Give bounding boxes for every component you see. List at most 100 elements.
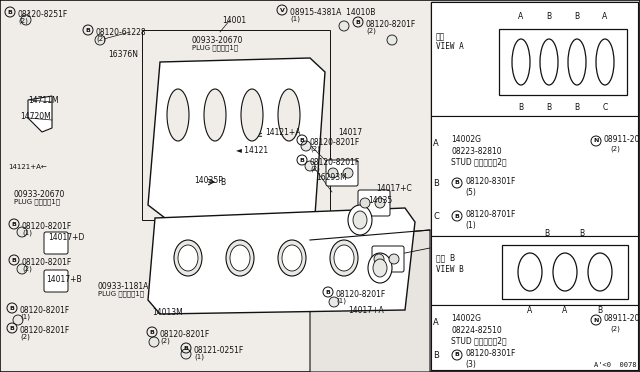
Circle shape [17, 264, 27, 274]
Text: 16293M: 16293M [316, 173, 347, 182]
Text: 14001: 14001 [222, 16, 246, 25]
Text: 08120-8301F: 08120-8301F [465, 349, 515, 358]
Ellipse shape [588, 253, 612, 291]
Text: 08911-2081A: 08911-2081A [603, 314, 640, 323]
Text: B: B [597, 306, 603, 315]
Text: 08915-4381A  14010B: 08915-4381A 14010B [290, 8, 376, 17]
Text: (5): (5) [465, 188, 476, 197]
Circle shape [387, 35, 397, 45]
Ellipse shape [204, 89, 226, 141]
Circle shape [375, 198, 385, 208]
Text: 00933-1181A: 00933-1181A [98, 282, 149, 291]
Text: 14017+C: 14017+C [376, 184, 412, 193]
Text: B: B [300, 138, 305, 142]
Text: (2): (2) [22, 266, 32, 273]
Text: A: A [433, 318, 439, 327]
Ellipse shape [334, 245, 354, 271]
Text: B: B [575, 12, 580, 21]
Polygon shape [148, 58, 325, 218]
Text: B: B [454, 214, 460, 218]
Text: B: B [12, 221, 17, 227]
Ellipse shape [512, 39, 530, 85]
Text: 14035P: 14035P [194, 176, 223, 185]
Text: 08121-0251F: 08121-0251F [194, 346, 244, 355]
Text: B: B [12, 257, 17, 263]
Text: B: B [579, 229, 584, 238]
Text: VIEW B: VIEW B [436, 265, 464, 274]
FancyBboxPatch shape [372, 246, 404, 272]
Text: (1): (1) [194, 354, 204, 360]
Text: 08120-8201F: 08120-8201F [20, 306, 70, 315]
Ellipse shape [518, 253, 542, 291]
Text: 08223-82810: 08223-82810 [451, 147, 502, 156]
Text: 08224-82510: 08224-82510 [451, 326, 502, 335]
Circle shape [343, 168, 353, 178]
Ellipse shape [230, 245, 250, 271]
FancyBboxPatch shape [326, 160, 358, 186]
Text: 08120-61228: 08120-61228 [96, 28, 147, 37]
Text: 08120-8201F: 08120-8201F [22, 258, 72, 267]
Text: B: B [575, 103, 580, 112]
Polygon shape [28, 96, 52, 132]
Text: B: B [547, 103, 552, 112]
Ellipse shape [241, 89, 263, 141]
FancyBboxPatch shape [44, 270, 68, 292]
Text: 14002G: 14002G [451, 314, 481, 323]
Bar [431, 116, 638, 236]
Text: B: B [433, 179, 439, 188]
Text: (2): (2) [610, 325, 620, 331]
Polygon shape [148, 208, 415, 314]
Text: 14017+B: 14017+B [46, 275, 82, 284]
Text: STUD スタッド（2）: STUD スタッド（2） [451, 336, 507, 345]
Ellipse shape [373, 259, 387, 277]
Ellipse shape [282, 245, 302, 271]
Text: 14017+D: 14017+D [48, 233, 84, 242]
Circle shape [305, 161, 315, 171]
Text: 08120-8201F: 08120-8201F [160, 330, 211, 339]
Ellipse shape [278, 89, 300, 141]
Text: A: A [563, 306, 568, 315]
Circle shape [389, 254, 399, 264]
Text: B: B [518, 103, 524, 112]
Text: 16376N: 16376N [108, 50, 138, 59]
Text: A'<0  0078: A'<0 0078 [593, 362, 636, 368]
Text: B: B [545, 229, 550, 238]
Text: 00933-20670: 00933-20670 [14, 190, 65, 199]
Polygon shape [310, 230, 430, 372]
Circle shape [328, 168, 338, 178]
Text: 14711M: 14711M [28, 96, 59, 105]
Text: B: B [356, 19, 360, 25]
Text: (2): (2) [20, 334, 30, 340]
Circle shape [301, 141, 311, 151]
Text: V: V [280, 7, 284, 13]
Text: 08120-8201F: 08120-8201F [310, 138, 360, 147]
Text: (2): (2) [96, 36, 106, 42]
Text: VIEW A: VIEW A [436, 42, 464, 51]
Ellipse shape [178, 245, 198, 271]
Text: 14017: 14017 [338, 128, 362, 137]
Text: 08120-8201F: 08120-8201F [366, 20, 416, 29]
Ellipse shape [174, 240, 202, 276]
Text: B: B [184, 346, 188, 350]
Text: 00933-20670: 00933-20670 [192, 36, 243, 45]
Text: 08120-8201F: 08120-8201F [336, 290, 387, 299]
Text: PLUG プラグ（1）: PLUG プラグ（1） [98, 290, 144, 296]
Circle shape [149, 337, 159, 347]
Ellipse shape [596, 39, 614, 85]
Text: (1): (1) [465, 221, 476, 230]
Text: A: A [433, 139, 439, 148]
Text: 矢視  B: 矢視 B [436, 253, 455, 262]
Text: 14035: 14035 [368, 196, 392, 205]
Text: PLUG プラグ（1）: PLUG プラグ（1） [192, 44, 238, 51]
Circle shape [13, 315, 23, 325]
Text: B: B [10, 305, 15, 311]
Text: B: B [8, 10, 12, 15]
Text: (1): (1) [336, 298, 346, 305]
Text: 14121+A←: 14121+A← [8, 164, 47, 170]
Ellipse shape [368, 253, 392, 283]
Text: 08120-8201F: 08120-8201F [310, 158, 360, 167]
Bar [431, 305, 638, 370]
Text: (2): (2) [160, 338, 170, 344]
Text: 08120-8201F: 08120-8201F [22, 222, 72, 231]
Ellipse shape [540, 39, 558, 85]
